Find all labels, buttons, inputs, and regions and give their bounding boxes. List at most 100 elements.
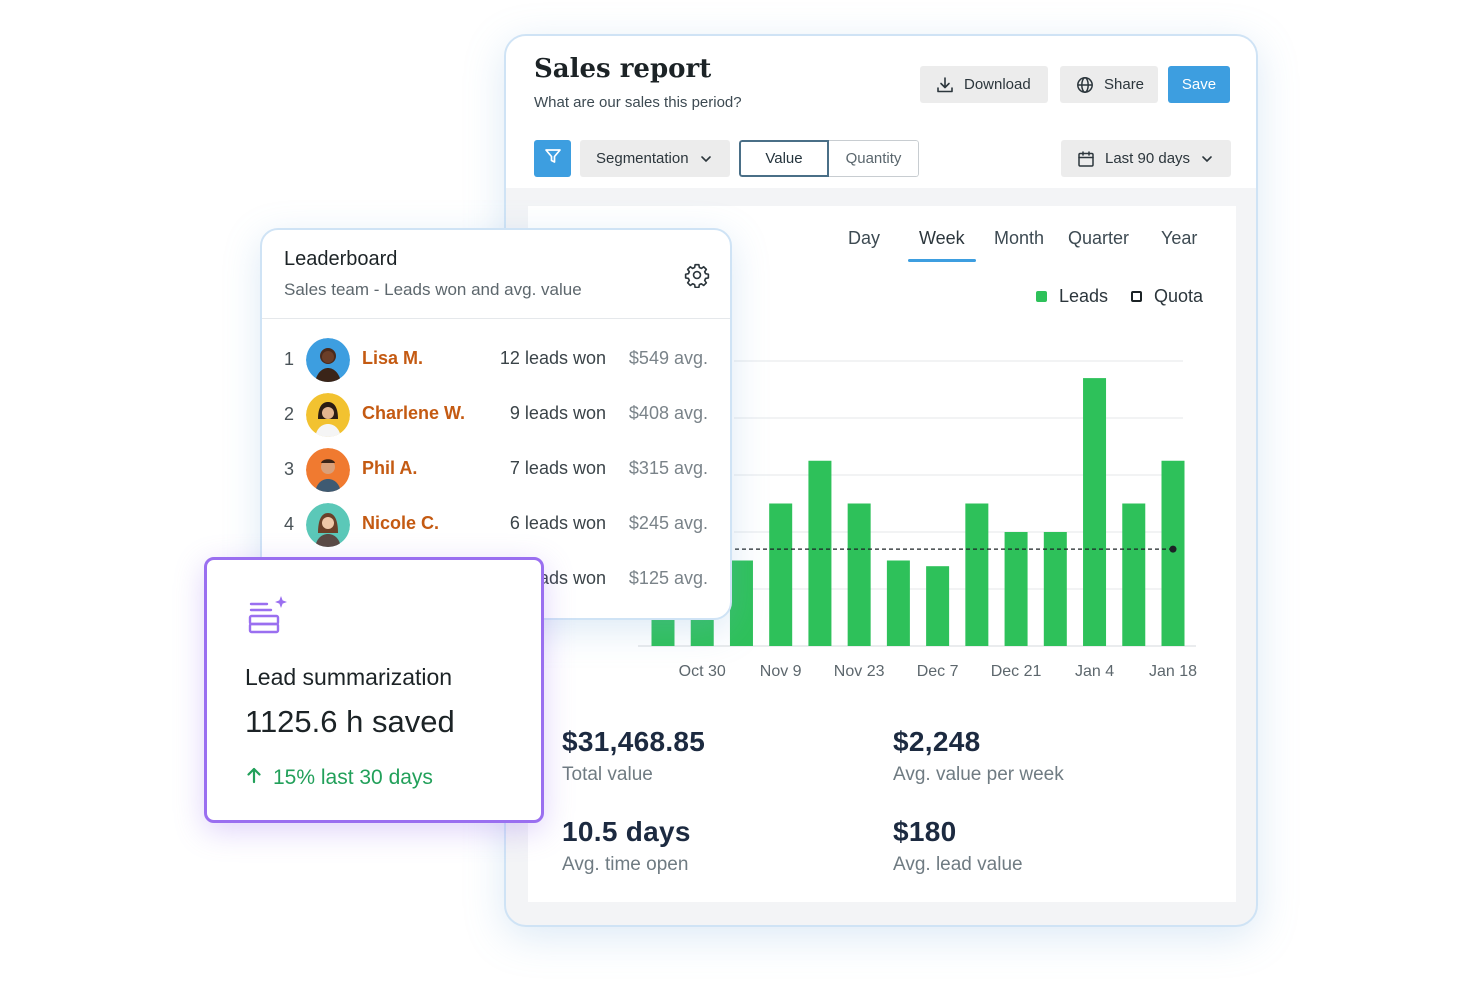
chart-bar xyxy=(926,566,950,646)
chart-bar xyxy=(1043,532,1067,646)
globe-icon xyxy=(1076,76,1094,94)
avg-value: $245 avg. xyxy=(628,513,708,533)
stat-label: Avg. lead value xyxy=(893,854,1023,875)
tab-quarter[interactable]: Quarter xyxy=(1068,228,1130,248)
stat-value: $2,248 xyxy=(893,726,981,757)
x-tick-label: Dec 7 xyxy=(917,663,959,680)
x-tick-label: Dec 21 xyxy=(991,663,1042,680)
x-tick-label: Jan 4 xyxy=(1075,663,1114,680)
filter-button[interactable] xyxy=(534,140,571,177)
summary-trend-label: 15% last 30 days xyxy=(273,766,433,789)
chevron-down-icon xyxy=(1200,152,1214,166)
legend-quota: Quota xyxy=(1131,286,1203,307)
filter-icon xyxy=(544,147,562,170)
summary-title: Lead summarization xyxy=(245,664,453,690)
date-range-label: Last 90 days xyxy=(1105,150,1191,167)
avg-value: $125 avg. xyxy=(628,568,708,588)
leaderboard-row[interactable]: ads won $125 avg. xyxy=(262,556,730,604)
avg-value: $315 avg. xyxy=(628,458,708,478)
arrow-up-icon xyxy=(245,766,263,790)
x-tick-label: Nov 9 xyxy=(760,663,802,680)
rank: 4 xyxy=(284,514,295,534)
chart-bar xyxy=(769,503,793,646)
leads-won: 12 leads won xyxy=(499,348,606,368)
gear-icon[interactable] xyxy=(684,262,710,293)
stat-total-value: $31,468.85 Total value xyxy=(562,726,705,786)
rep-name[interactable]: Charlene W. xyxy=(362,403,466,423)
leaderboard-subtitle: Sales team - Leads won and avg. value xyxy=(284,280,582,299)
tab-week[interactable]: Week xyxy=(919,228,965,248)
report-header: Sales report What are our sales this per… xyxy=(506,36,1256,188)
tab-month[interactable]: Month xyxy=(994,228,1045,248)
lead-summarization-card: Lead summarization 1125.6 h saved 15% la… xyxy=(204,557,544,823)
stat-label: Avg. value per week xyxy=(893,764,1064,785)
quantity-toggle-option[interactable]: Quantity xyxy=(829,140,919,177)
avatar xyxy=(306,503,350,547)
chart-bar xyxy=(1083,378,1107,646)
stat-value: 10.5 days xyxy=(562,816,691,847)
rep-name[interactable]: Phil A. xyxy=(362,458,418,478)
leaderboard-row[interactable]: 1 Lisa M. 12 leads won $549 avg. xyxy=(262,336,730,384)
chart-bar xyxy=(808,460,832,646)
chevron-down-icon xyxy=(699,152,713,166)
stat-avg-lead-value: $180 Avg. lead value xyxy=(893,816,1023,876)
tab-day[interactable]: Day xyxy=(848,228,881,248)
tab-year[interactable]: Year xyxy=(1161,228,1198,248)
avatar xyxy=(306,448,350,492)
download-icon xyxy=(936,76,954,94)
legend-quota-label: Quota xyxy=(1154,286,1204,306)
quota-swatch xyxy=(1131,291,1142,302)
rank: 2 xyxy=(284,404,295,424)
stat-value: $31,468.85 xyxy=(562,726,706,757)
summary-trend: 15% last 30 days xyxy=(245,766,433,790)
share-button[interactable]: Share xyxy=(1060,66,1158,103)
share-label: Share xyxy=(1104,76,1145,93)
stat-avg-time-open: 10.5 days Avg. time open xyxy=(562,816,691,876)
leads-won: ads won xyxy=(538,568,606,588)
segmentation-dropdown[interactable]: Segmentation xyxy=(580,140,730,177)
stat-value: $180 xyxy=(893,816,957,847)
value-quantity-toggle: Value Quantity xyxy=(739,140,919,177)
date-range-dropdown[interactable]: Last 90 days xyxy=(1061,140,1231,177)
download-label: Download xyxy=(964,76,1031,93)
stat-avg-value-per-week: $2,248 Avg. value per week xyxy=(893,726,1064,786)
chart-bar xyxy=(965,503,989,646)
leaderboard-row[interactable]: 3 Phil A. 7 leads won $315 avg. xyxy=(262,446,730,494)
save-button[interactable]: Save xyxy=(1168,66,1230,103)
report-title: Sales report xyxy=(534,54,712,84)
chart-bar xyxy=(1004,532,1028,646)
leads-won: 7 leads won xyxy=(509,458,606,478)
legend-leads: Leads xyxy=(1036,286,1108,307)
rep-name[interactable]: Lisa M. xyxy=(362,348,424,368)
leads-bar-chart: Oct 30 Nov 9 Nov 23 Dec 7 Dec 21 Jan 4 Jan 18 xyxy=(638,360,1197,680)
avg-value: $408 avg. xyxy=(628,403,708,423)
rep-name[interactable]: Nicole C. xyxy=(362,513,440,533)
avatar xyxy=(306,338,350,382)
leads-won: 9 leads won xyxy=(509,403,606,423)
rank: 3 xyxy=(284,459,295,479)
active-tab-indicator xyxy=(908,259,976,262)
leads-won: 6 leads won xyxy=(509,513,606,533)
avatar xyxy=(306,393,350,437)
quota-point xyxy=(1169,545,1177,553)
chart-bar xyxy=(847,503,871,646)
ai-summary-icon xyxy=(245,590,293,643)
avg-value: $549 avg. xyxy=(628,348,708,368)
x-tick-label: Oct 30 xyxy=(679,663,726,680)
value-toggle-option[interactable]: Value xyxy=(739,140,829,177)
x-tick-label: Jan 18 xyxy=(1149,663,1197,680)
stat-label: Total value xyxy=(562,764,653,785)
chart-bar xyxy=(1161,460,1185,646)
leaderboard-card: Leaderboard Sales team - Leads won and a… xyxy=(260,228,732,620)
summary-value: 1125.6 h saved xyxy=(245,704,455,739)
segmentation-label: Segmentation xyxy=(596,150,689,167)
calendar-icon xyxy=(1077,150,1095,168)
chart-bar xyxy=(886,560,910,646)
leaderboard-row[interactable]: 2 Charlene W. 9 leads won $408 avg. xyxy=(262,391,730,439)
stat-label: Avg. time open xyxy=(562,854,689,875)
x-tick-label: Nov 23 xyxy=(834,663,885,680)
leaderboard-title: Leaderboard xyxy=(284,248,398,270)
download-button[interactable]: Download xyxy=(920,66,1048,103)
chart-bar xyxy=(1122,503,1146,646)
leaderboard-row[interactable]: 4 Nicole C. 6 leads won $245 avg. xyxy=(262,501,730,549)
